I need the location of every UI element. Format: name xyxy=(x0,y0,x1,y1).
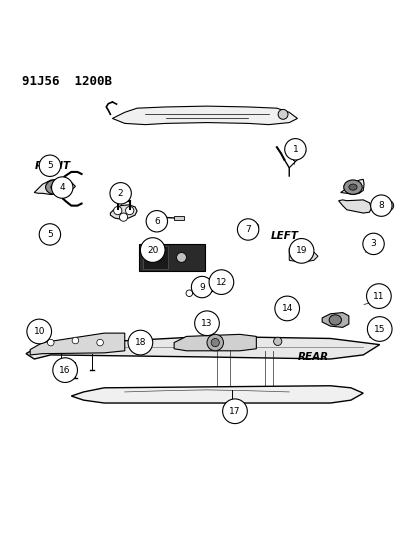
Text: 5: 5 xyxy=(47,230,53,239)
Circle shape xyxy=(362,233,383,255)
Circle shape xyxy=(72,337,78,344)
Text: 10: 10 xyxy=(33,327,45,336)
Circle shape xyxy=(366,284,390,309)
Circle shape xyxy=(191,277,212,298)
Circle shape xyxy=(222,399,247,424)
Text: 2: 2 xyxy=(118,189,123,198)
Text: 14: 14 xyxy=(281,304,292,313)
Polygon shape xyxy=(71,386,362,403)
Text: 19: 19 xyxy=(295,246,306,255)
Circle shape xyxy=(273,337,281,345)
Circle shape xyxy=(206,334,223,351)
Polygon shape xyxy=(110,205,137,219)
Polygon shape xyxy=(289,248,317,262)
Text: REAR: REAR xyxy=(297,352,328,362)
Circle shape xyxy=(176,253,186,262)
Circle shape xyxy=(39,224,60,245)
Circle shape xyxy=(39,155,60,176)
Circle shape xyxy=(119,213,127,221)
Circle shape xyxy=(370,195,391,216)
Circle shape xyxy=(194,311,219,336)
Text: 15: 15 xyxy=(373,325,385,334)
Text: 3: 3 xyxy=(370,239,375,248)
Circle shape xyxy=(27,319,52,344)
Circle shape xyxy=(252,223,258,230)
Text: 1: 1 xyxy=(292,145,298,154)
PathPatch shape xyxy=(112,106,297,125)
Text: 4: 4 xyxy=(59,183,65,192)
Ellipse shape xyxy=(51,184,59,190)
Ellipse shape xyxy=(348,184,356,190)
Polygon shape xyxy=(26,336,379,359)
Circle shape xyxy=(274,296,299,321)
Circle shape xyxy=(52,177,73,198)
Circle shape xyxy=(47,340,54,346)
Circle shape xyxy=(284,139,305,160)
Polygon shape xyxy=(30,333,124,355)
Ellipse shape xyxy=(343,180,361,195)
Text: RIGHT: RIGHT xyxy=(34,161,70,171)
Text: 11: 11 xyxy=(372,292,384,301)
Text: LEFT: LEFT xyxy=(270,231,298,241)
Text: 17: 17 xyxy=(229,407,240,416)
Circle shape xyxy=(366,317,391,341)
Text: 91J56  1200B: 91J56 1200B xyxy=(22,75,112,88)
Text: 13: 13 xyxy=(201,319,212,328)
Polygon shape xyxy=(34,179,75,195)
Circle shape xyxy=(226,405,236,415)
Polygon shape xyxy=(338,200,370,213)
Circle shape xyxy=(114,206,121,215)
Text: 16: 16 xyxy=(59,366,71,375)
Bar xyxy=(174,216,184,220)
Circle shape xyxy=(110,183,131,204)
Polygon shape xyxy=(340,179,363,195)
Circle shape xyxy=(237,219,258,240)
Bar xyxy=(143,246,168,269)
Circle shape xyxy=(211,338,219,346)
Text: 20: 20 xyxy=(147,246,158,255)
Text: 12: 12 xyxy=(215,278,227,287)
Ellipse shape xyxy=(328,315,341,325)
Polygon shape xyxy=(321,312,348,327)
Circle shape xyxy=(185,290,192,296)
Text: 8: 8 xyxy=(377,201,383,210)
Text: 18: 18 xyxy=(134,338,146,347)
Text: 6: 6 xyxy=(154,217,159,226)
Ellipse shape xyxy=(45,180,64,195)
Circle shape xyxy=(97,340,103,346)
Bar xyxy=(139,244,204,271)
Circle shape xyxy=(146,211,167,232)
Circle shape xyxy=(125,206,133,215)
Circle shape xyxy=(209,270,233,294)
Circle shape xyxy=(128,330,152,355)
Text: 7: 7 xyxy=(244,225,250,234)
Circle shape xyxy=(383,201,393,211)
Circle shape xyxy=(53,358,77,383)
Polygon shape xyxy=(174,334,256,351)
Text: 9: 9 xyxy=(199,282,204,292)
Circle shape xyxy=(278,109,287,119)
Circle shape xyxy=(289,239,313,263)
Text: 5: 5 xyxy=(47,161,53,170)
Circle shape xyxy=(140,238,165,262)
